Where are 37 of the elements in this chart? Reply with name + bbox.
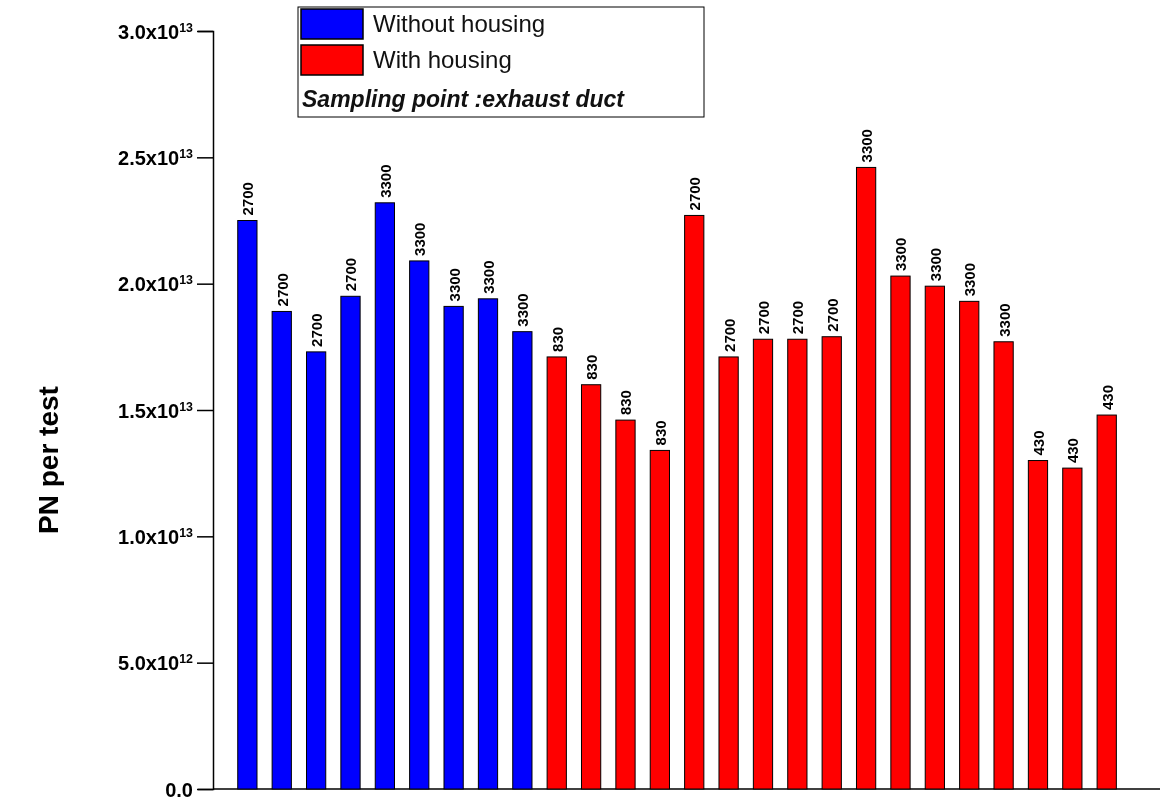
annotation: 2700 [823,298,841,332]
y-tick-label: 3.0x10$^{13}$ [118,20,194,43]
annotation: 2700 [789,300,807,335]
annotation: 3300 [995,303,1013,337]
annotation: 2700 [342,257,360,292]
y-tick-label: 1.5x10$^{13}$ [118,399,194,422]
annotation: 430 [1098,385,1116,411]
y-tick-label: 2.0x10$^{13}$ [118,273,194,296]
annotation: 3300 [892,237,910,272]
annotation: 3300 [961,262,979,297]
legend-label: With housing [373,46,512,74]
annotation: 830 [583,354,601,380]
annotation: 3300 [376,164,394,198]
y-tick-label: 5.0x10$^{12}$ [118,652,194,675]
annotation: 430 [1029,430,1047,456]
legend-label: Without housing [373,10,546,38]
y-tick-label: 2.5x10$^{13}$ [118,146,194,169]
annotation: 2700 [686,177,704,211]
annotation: 3300 [479,260,497,294]
annotation: 3300 [858,129,876,163]
annotation: 3300 [445,268,463,302]
annotation: 830 [617,390,635,416]
annotation: 2700 [754,300,772,335]
annotation: 430 [1064,438,1082,464]
annotation: 2700 [239,182,257,216]
legend-title: Sampling point :exhaust duct [302,86,626,113]
annotation: 2700 [720,318,738,352]
annotation: 830 [651,420,669,446]
y-tick-label: 1.0x10$^{13}$ [118,525,194,548]
annotation: 2700 [273,273,291,307]
annotation: 3300 [926,247,944,282]
annotation: 2700 [308,313,326,347]
y-tick-label: 0.0 [165,778,193,801]
y-axis-title: PN per test [33,386,64,534]
annotation: 830 [548,326,566,352]
annotation: 3300 [514,293,532,327]
annotation: 3300 [411,222,429,256]
